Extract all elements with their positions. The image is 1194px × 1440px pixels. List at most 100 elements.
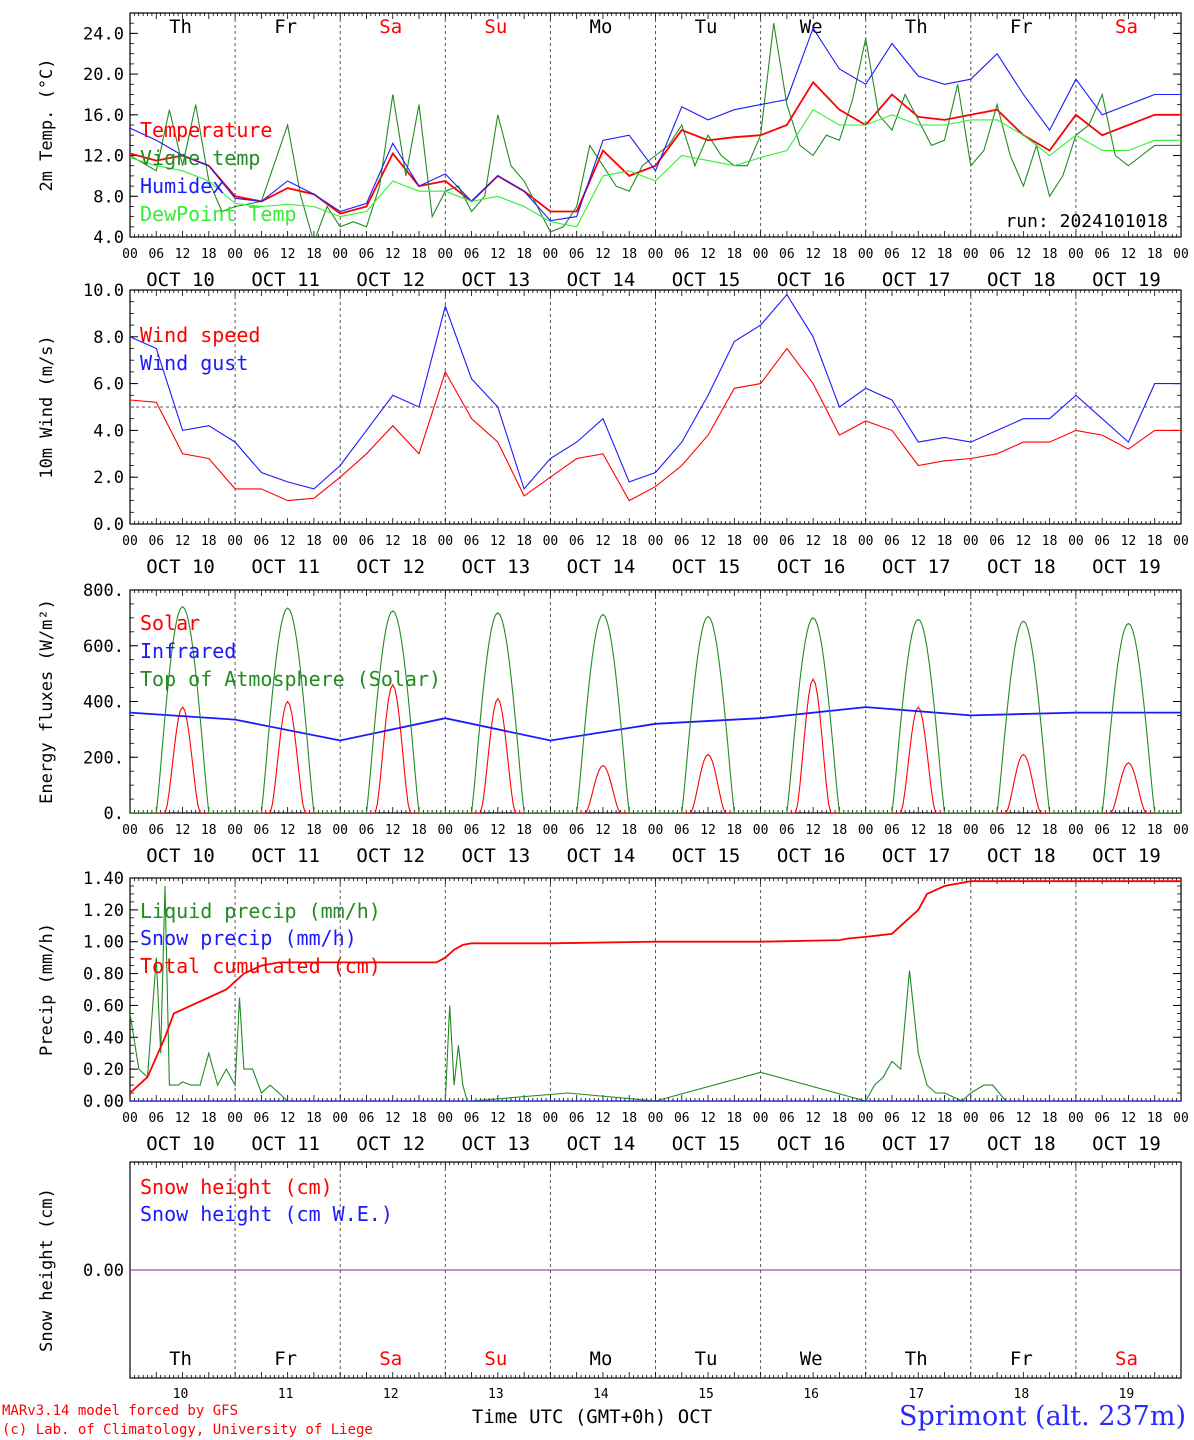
x-hour-label: 18 (621, 534, 637, 549)
x-hour-label: 12 (175, 823, 191, 838)
x-hour-label: 06 (884, 823, 900, 838)
bottom-date-label: 17 (908, 1387, 924, 1402)
x-hour-label: 00 (858, 534, 874, 549)
x-hour-label: 06 (569, 823, 585, 838)
day-name-label: Sa (1115, 16, 1138, 38)
y-tick-label: 0.80 (83, 965, 124, 985)
x-hour-label: 06 (989, 534, 1005, 549)
y-axis-label: Precip (mm/h) (37, 923, 57, 1056)
x-hour-label: 06 (989, 247, 1005, 262)
y-tick-label: 6.0 (93, 375, 124, 395)
x-hour-label: 12 (1121, 1111, 1137, 1126)
y-tick-label: 24.0 (83, 24, 124, 44)
x-hour-label: 18 (621, 1111, 637, 1126)
x-hour-label: 00 (1068, 247, 1084, 262)
credit-line-1: MARv3.14 model forced by GFS (2, 1403, 239, 1419)
series-line-temperature (130, 80, 1181, 215)
x-hour-label: 12 (385, 247, 401, 262)
day-name-label: We (800, 16, 823, 38)
y-tick-label: 16.0 (83, 106, 124, 126)
bottom-date-label: 13 (488, 1387, 504, 1402)
x-hour-label: 12 (385, 823, 401, 838)
x-hour-label: 06 (464, 1111, 480, 1126)
x-hour-label: 06 (989, 1111, 1005, 1126)
x-date-label: OCT 12 (356, 269, 425, 291)
x-hour-label: 06 (359, 534, 375, 549)
x-hour-label: 00 (1068, 823, 1084, 838)
x-hour-label: 18 (726, 247, 742, 262)
x-hour-label: 18 (832, 534, 848, 549)
x-hour-label: 00 (122, 247, 138, 262)
day-name-label: Mo (590, 16, 613, 38)
day-name-label: Fr (274, 16, 297, 38)
y-tick-label: 12.0 (83, 147, 124, 167)
y-tick-label: 800. (83, 581, 124, 601)
y-tick-label: 0.40 (83, 1028, 124, 1048)
y-tick-label: 0.60 (83, 996, 124, 1016)
legend-entry: Solar (140, 611, 200, 635)
x-date-label: OCT 19 (1092, 269, 1161, 291)
x-hour-label: 00 (1173, 534, 1189, 549)
x-hour-label: 06 (359, 247, 375, 262)
day-name-label: Mo (590, 1348, 613, 1370)
day-name-label: Th (905, 1348, 928, 1370)
day-name-label: Sa (379, 16, 402, 38)
y-tick-label: 0.00 (83, 1261, 124, 1281)
y-tick-label: 10.0 (83, 281, 124, 301)
x-hour-label: 12 (490, 247, 506, 262)
y-axis-label: 2m Temp. (°C) (37, 58, 57, 191)
x-hour-label: 06 (148, 534, 164, 549)
day-name-label: Tu (695, 1348, 718, 1370)
bottom-date-label: 16 (803, 1387, 819, 1402)
legend-entry: Total cumulated (cm) (140, 954, 381, 978)
series-line-liquid-precip-mm-h (130, 885, 1181, 1101)
panel-3: 0. 200. 400. 600. 800. Energy fluxes (W/m²) 00… (37, 581, 1189, 867)
y-tick-label: 0. (104, 804, 124, 824)
x-hour-label: 06 (254, 247, 270, 262)
x-hour-label: 12 (700, 247, 716, 262)
x-date-label: OCT 16 (777, 845, 846, 867)
series-line-solar (130, 678, 1181, 813)
x-hour-label: 18 (516, 1111, 532, 1126)
day-name-label: Su (484, 1348, 507, 1370)
x-hour-label: 12 (175, 1111, 191, 1126)
x-hour-label: 06 (359, 823, 375, 838)
x-hour-label: 00 (648, 1111, 664, 1126)
x-hour-label: 12 (1121, 823, 1137, 838)
x-date-label: OCT 15 (672, 1133, 741, 1155)
x-hour-label: 06 (674, 1111, 690, 1126)
x-hour-label: 06 (1094, 1111, 1110, 1126)
y-tick-label: 1.00 (83, 933, 124, 953)
x-date-label: OCT 12 (356, 845, 425, 867)
y-tick-label: 20.0 (83, 65, 124, 85)
x-hour-label: 12 (1016, 534, 1032, 549)
bottom-date-label: 12 (383, 1387, 399, 1402)
day-name-label: Su (484, 16, 507, 38)
legend-entry: Vigne temp (140, 146, 260, 170)
x-hour-label: 00 (753, 247, 769, 262)
x-hour-label: 18 (201, 823, 217, 838)
day-name-label: We (800, 1348, 823, 1370)
x-hour-label: 00 (227, 534, 243, 549)
x-hour-label: 12 (280, 247, 296, 262)
x-hour-label: 18 (411, 823, 427, 838)
legend-entry: Wind gust (140, 351, 248, 375)
legend-entry: Snow precip (mm/h) (140, 926, 357, 950)
x-hour-label: 12 (490, 534, 506, 549)
x-hour-label: 06 (779, 1111, 795, 1126)
x-date-label: OCT 19 (1092, 556, 1161, 578)
x-hour-label: 00 (963, 247, 979, 262)
x-hour-label: 06 (464, 534, 480, 549)
x-date-label: OCT 11 (251, 1133, 320, 1155)
x-hour-label: 18 (1147, 1111, 1163, 1126)
x-hour-label: 06 (884, 1111, 900, 1126)
x-hour-label: 00 (122, 534, 138, 549)
x-hour-label: 00 (648, 534, 664, 549)
x-hour-label: 00 (543, 534, 559, 549)
x-hour-label: 12 (595, 534, 611, 549)
x-hour-label: 18 (201, 1111, 217, 1126)
legend-entry: Snow height (cm) (140, 1175, 333, 1199)
x-date-label: OCT 17 (882, 556, 951, 578)
x-hour-label: 00 (753, 1111, 769, 1126)
x-hour-label: 00 (648, 247, 664, 262)
